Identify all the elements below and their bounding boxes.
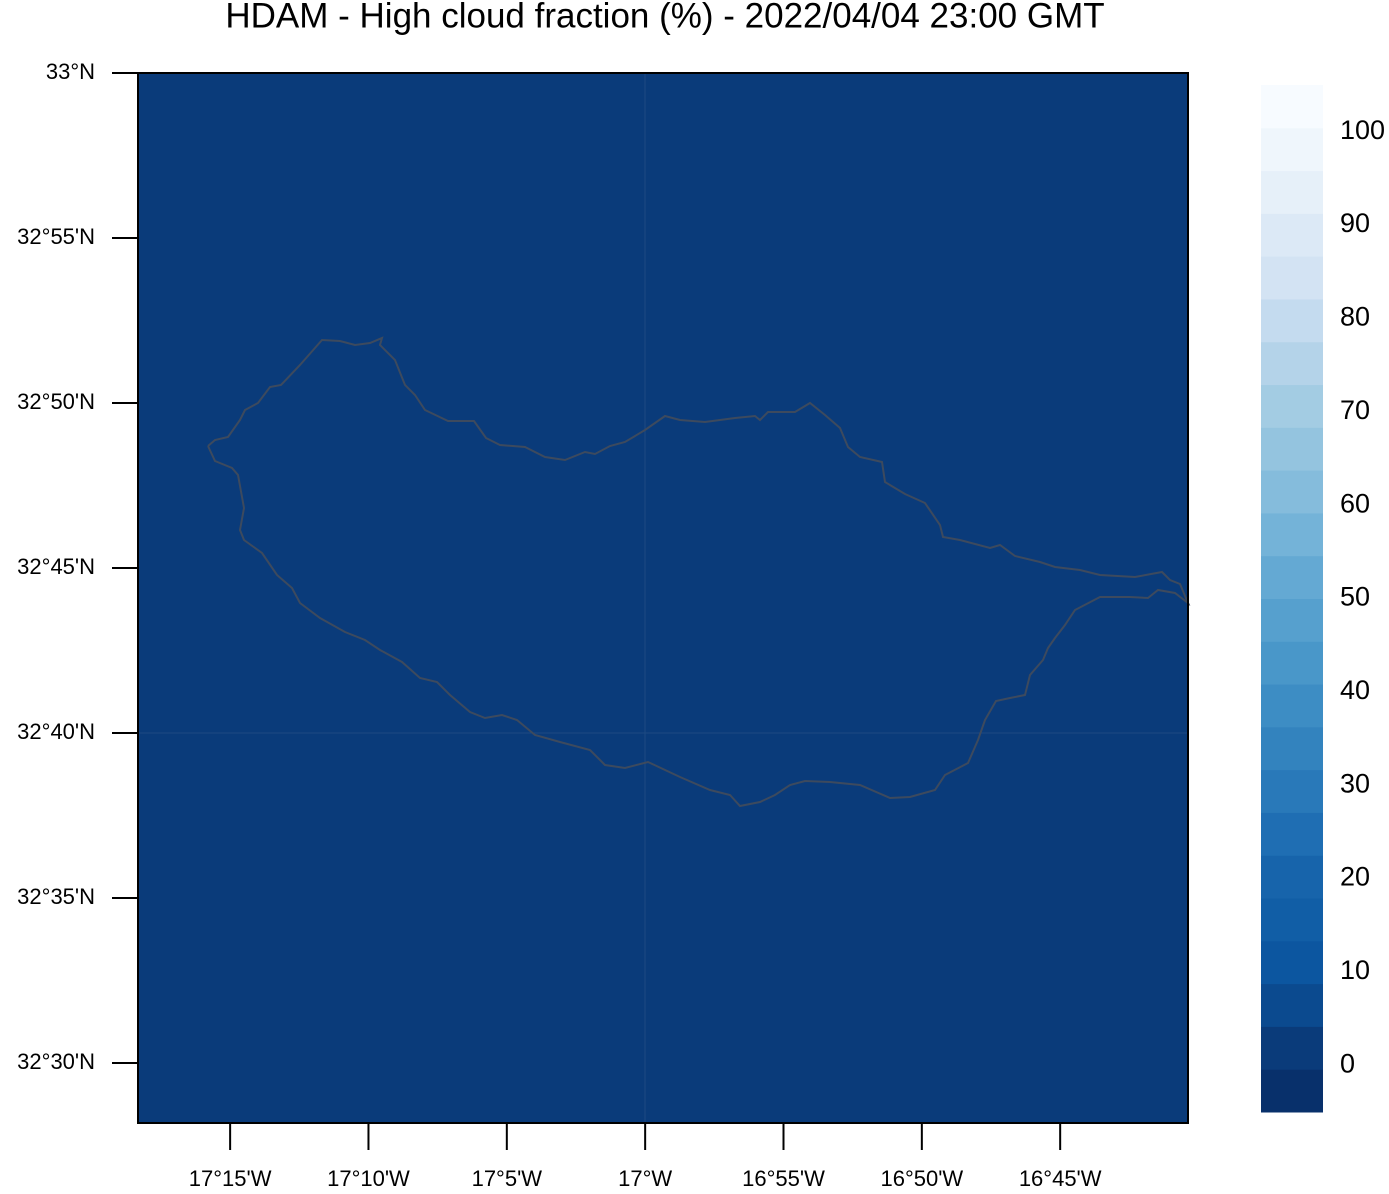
colorbar-band (1261, 641, 1323, 685)
colorbar-band (1261, 684, 1323, 728)
map-frame (137, 72, 1189, 1124)
lat-tick-label: 32°55'N (17, 224, 95, 249)
lat-tick-label: 32°50'N (17, 389, 95, 414)
colorbar-label: 40 (1340, 675, 1370, 705)
colorbar-band (1261, 384, 1323, 428)
lat-tick-label: 32°35'N (17, 884, 95, 909)
colorbar-band (1261, 598, 1323, 642)
colorbar-band (1261, 940, 1323, 985)
colorbar-band (1261, 341, 1323, 386)
colorbar-band (1261, 298, 1323, 343)
colorbar-band (1261, 1026, 1323, 1070)
lat-tick-label: 32°40'N (17, 719, 95, 744)
colorbar-label: 30 (1340, 768, 1370, 798)
map-title: HDAM - High cloud fraction (%) - 2022/04… (225, 0, 1104, 35)
colorbar-label: 90 (1340, 208, 1370, 238)
colorbar-band (1261, 855, 1323, 899)
lon-tick-label: 16°55'W (742, 1166, 825, 1189)
lon-tick-label: 16°50'W (880, 1166, 963, 1189)
colorbar-band (1261, 470, 1323, 514)
colorbar-band (1261, 898, 1323, 942)
colorbar-band (1261, 726, 1323, 771)
colorbar-band (1261, 170, 1323, 214)
colorbar-label: 20 (1340, 862, 1370, 892)
colorbar-label: 60 (1340, 488, 1370, 518)
colorbar-band (1261, 213, 1323, 257)
coastline (207, 336, 1191, 808)
colorbar-label: 70 (1340, 395, 1370, 425)
lon-tick-label: 17°10'W (327, 1166, 410, 1189)
lon-tick-label: 17°5'W (472, 1166, 543, 1189)
colorbar-band (1261, 555, 1323, 599)
lat-tick-label: 32°45'N (17, 554, 95, 579)
colorbar-band (1261, 256, 1323, 300)
lat-tick-label: 32°30'N (17, 1049, 95, 1074)
colorbar-band (1261, 812, 1323, 856)
colorbar-band (1261, 127, 1323, 172)
colorbar-label: 80 (1340, 302, 1370, 332)
colorbar-band (1261, 983, 1323, 1027)
lon-tick-label: 17°W (618, 1166, 672, 1189)
colorbar-band (1261, 512, 1323, 557)
colorbar-label: 100 (1340, 115, 1385, 145)
colorbar-label: 0 (1340, 1048, 1355, 1078)
colorbar-band (1261, 769, 1323, 813)
lon-tick-label: 16°45'W (1019, 1166, 1102, 1189)
lat-tick-label: 33°N (46, 59, 95, 84)
colorbar-band (1261, 85, 1323, 129)
lon-tick-label: 17°15'W (189, 1166, 272, 1189)
colorbar-band (1261, 427, 1323, 471)
map-background (138, 73, 1188, 1123)
colorbar-label: 50 (1340, 582, 1370, 612)
colorbar-label: 10 (1340, 955, 1370, 985)
colorbar-band (1261, 1069, 1323, 1113)
